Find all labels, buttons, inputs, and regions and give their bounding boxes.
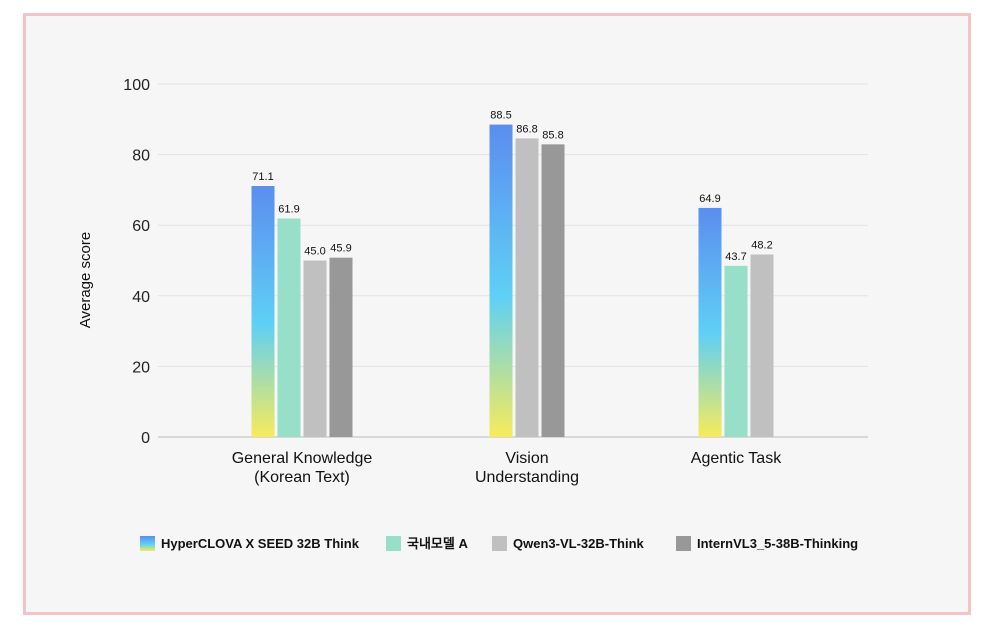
data-label: 45.0 <box>304 246 325 258</box>
legend-label: Qwen3-VL-32B-Think <box>513 536 645 551</box>
legend-label: HyperCLOVA X SEED 32B Think <box>161 536 360 551</box>
y-tick-label: 40 <box>132 289 150 306</box>
legend-swatch <box>676 536 691 551</box>
x-tick-label: General Knowledge <box>232 450 373 467</box>
data-label: 64.9 <box>699 193 720 205</box>
bar <box>329 257 353 437</box>
legend-label: 국내모델 A <box>407 536 468 551</box>
legend-swatch <box>386 536 401 551</box>
bar <box>303 260 327 437</box>
data-label: 45.9 <box>330 243 351 255</box>
y-tick-label: 0 <box>141 430 150 447</box>
x-tick-label: Vision <box>505 450 548 467</box>
data-label: 43.7 <box>725 251 746 263</box>
y-tick-label: 20 <box>132 359 150 376</box>
data-label: 85.8 <box>542 129 563 141</box>
legend-swatch <box>140 536 155 551</box>
y-axis-label: Average score <box>77 232 94 328</box>
y-tick-label: 100 <box>123 77 150 94</box>
data-label: 61.9 <box>278 203 299 215</box>
data-label: 71.1 <box>252 171 273 183</box>
bar <box>515 138 539 437</box>
data-label: 48.2 <box>751 239 772 251</box>
bar <box>698 207 722 437</box>
y-tick-label: 80 <box>132 148 150 165</box>
bar <box>541 144 565 437</box>
x-tick-label: Understanding <box>475 469 579 486</box>
legend-label: InternVL3_5-38B-Thinking <box>697 536 858 551</box>
bar <box>724 265 748 437</box>
bar <box>277 218 301 437</box>
bar <box>489 124 513 437</box>
data-label: 88.5 <box>490 110 511 122</box>
data-label: 86.8 <box>516 123 537 135</box>
bar <box>750 254 774 437</box>
y-tick-label: 60 <box>132 218 150 235</box>
x-tick-label: Agentic Task <box>691 450 782 467</box>
x-tick-label: (Korean Text) <box>254 469 350 486</box>
bar <box>251 186 275 437</box>
legend-swatch <box>492 536 507 551</box>
